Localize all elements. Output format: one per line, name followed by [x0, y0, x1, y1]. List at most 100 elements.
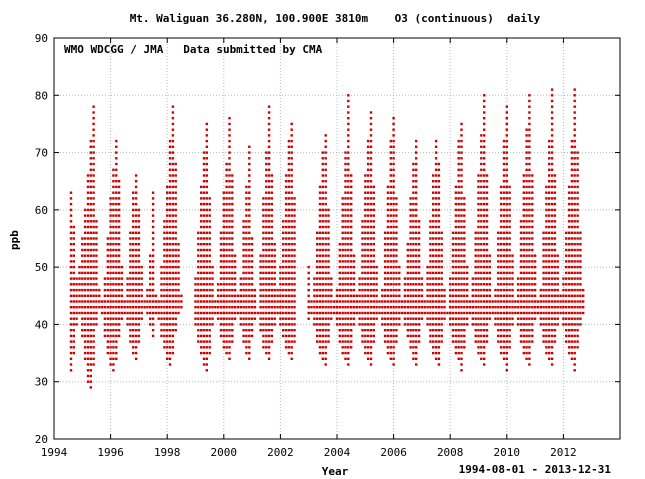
data-point: [576, 185, 579, 189]
data-point: [134, 277, 138, 280]
data-point: [344, 294, 347, 297]
y-tick-label: 40: [35, 318, 48, 331]
data-point: [426, 323, 429, 326]
data-point: [103, 294, 107, 297]
data-point: [151, 294, 155, 297]
data-point: [225, 323, 228, 326]
data-point: [81, 334, 84, 338]
data-point: [171, 220, 175, 223]
data-point: [347, 237, 350, 240]
data-point: [72, 306, 75, 309]
data-point: [576, 214, 579, 217]
data-point: [352, 306, 356, 309]
data-point: [545, 260, 548, 263]
data-point: [211, 288, 214, 292]
data-point: [168, 306, 172, 309]
data-point: [432, 185, 435, 189]
data-point: [89, 380, 92, 383]
data-point: [531, 243, 534, 246]
data-point: [83, 214, 87, 217]
data-point: [132, 323, 135, 326]
data-point: [228, 134, 231, 137]
data-point: [202, 306, 206, 309]
data-point: [287, 248, 291, 252]
data-point: [528, 151, 531, 154]
data-point: [573, 157, 576, 160]
data-point: [423, 311, 426, 315]
data-point: [361, 254, 364, 257]
data-point: [344, 151, 347, 154]
data-point: [174, 323, 177, 326]
data-point: [511, 283, 514, 286]
data-point: [516, 306, 520, 309]
data-point: [267, 254, 271, 257]
data-point: [454, 317, 458, 320]
data-point: [106, 243, 109, 246]
data-point: [392, 225, 395, 229]
data-point: [514, 300, 517, 303]
data-point: [437, 334, 441, 338]
data-point: [293, 283, 296, 286]
data-point: [511, 317, 514, 320]
data-point: [460, 346, 463, 349]
data-point: [338, 243, 341, 246]
data-point: [432, 174, 435, 177]
data-point: [511, 306, 514, 309]
data-point: [505, 248, 508, 252]
data-point: [389, 231, 392, 234]
data-point: [166, 283, 169, 286]
data-point: [440, 340, 443, 343]
data-point: [140, 306, 143, 309]
data-point: [573, 346, 576, 349]
data-point: [471, 323, 474, 326]
data-point: [250, 271, 254, 275]
data-point: [318, 225, 322, 229]
data-point: [245, 243, 248, 246]
data-point: [222, 260, 225, 263]
data-point: [69, 260, 73, 263]
data-point: [129, 311, 132, 315]
data-point: [270, 231, 274, 234]
data-point: [163, 243, 166, 246]
data-point: [437, 329, 441, 332]
data-point: [344, 311, 347, 315]
data-point: [488, 283, 491, 286]
data-point: [202, 162, 206, 166]
data-point: [573, 283, 576, 286]
data-point: [265, 271, 268, 275]
data-point: [132, 231, 135, 234]
data-point: [290, 311, 293, 315]
data-point: [522, 340, 525, 343]
data-point: [248, 243, 251, 246]
data-point: [166, 185, 169, 189]
data-point: [276, 294, 279, 297]
data-point: [86, 197, 90, 200]
data-point: [324, 300, 327, 303]
data-point: [166, 225, 169, 229]
data-point: [415, 311, 418, 315]
data-point: [449, 311, 452, 315]
data-point: [437, 208, 441, 212]
data-point: [545, 191, 548, 194]
data-point: [321, 162, 324, 166]
data-point: [499, 197, 503, 200]
data-point: [344, 157, 347, 160]
data-point: [406, 248, 409, 252]
data-point: [505, 329, 508, 332]
data-point: [120, 271, 124, 275]
data-point: [471, 300, 474, 303]
data-point: [463, 265, 466, 269]
data-point: [219, 254, 223, 257]
data-point: [236, 311, 240, 315]
data-point: [358, 283, 361, 286]
data-point: [126, 306, 129, 309]
data-point: [75, 323, 78, 326]
data-point: [579, 271, 582, 275]
data-point: [335, 288, 339, 292]
data-point: [437, 260, 441, 263]
data-point: [457, 283, 460, 286]
data-point: [129, 277, 132, 280]
data-point: [86, 231, 90, 234]
data-point: [344, 277, 347, 280]
data-point: [556, 323, 559, 326]
